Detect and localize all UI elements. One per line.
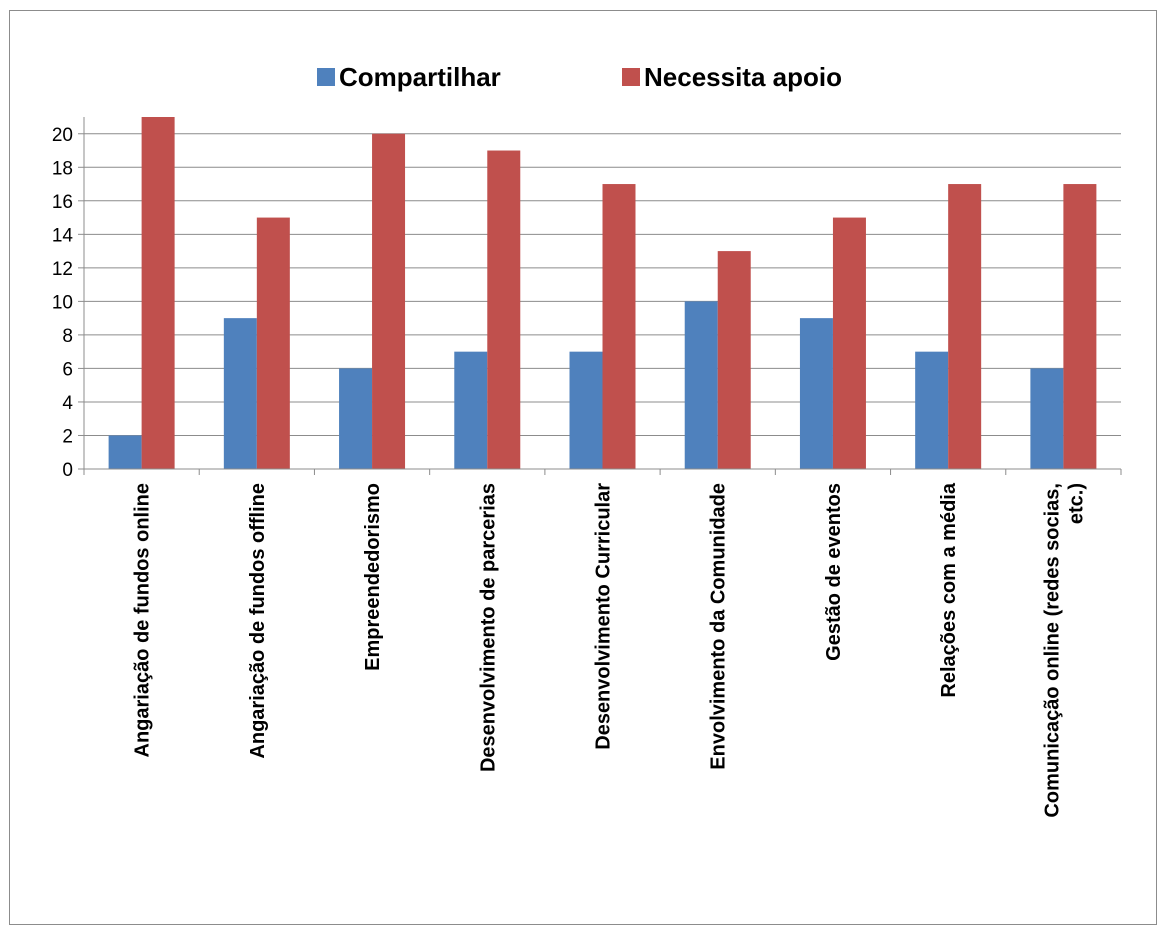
legend-swatch — [317, 68, 335, 86]
y-tick-label: 20 — [52, 125, 73, 146]
y-tick-label: 6 — [62, 359, 73, 380]
x-category-label: Comunicação online (redes socias, etc.) — [1041, 483, 1087, 818]
bar-compartilhar — [915, 352, 948, 469]
bar-necessita-apoio — [718, 251, 751, 469]
y-tick-label: 0 — [62, 460, 73, 481]
bar-compartilhar — [224, 318, 257, 469]
legend-item-necessita-apoio[interactable]: Necessita apoio — [622, 62, 842, 92]
bar-necessita-apoio — [833, 218, 866, 469]
y-tick-label: 8 — [62, 326, 73, 347]
bar-compartilhar — [1030, 368, 1063, 469]
bar-necessita-apoio — [1063, 184, 1096, 469]
bar-necessita-apoio — [603, 184, 636, 469]
y-tick-label: 18 — [52, 158, 73, 179]
bar-necessita-apoio — [948, 184, 981, 469]
y-tick-label: 14 — [52, 225, 74, 246]
bar-compartilhar — [339, 368, 372, 469]
legend[interactable]: Compartilhar Necessita apoio — [317, 62, 842, 92]
x-category-label: Angariação de fundos offline — [247, 483, 269, 759]
bar-necessita-apoio — [257, 218, 290, 469]
y-tick-label: 12 — [52, 259, 73, 280]
y-tick-label: 2 — [62, 426, 73, 447]
x-category-label: Angariação de fundos online — [132, 483, 154, 757]
x-category-label: Empreendedorismo — [362, 483, 384, 671]
x-category-labels: Angariação de fundos online Angariação de… — [132, 482, 1088, 817]
x-category-label: Desenvolvimento Curricular — [593, 483, 615, 750]
bars — [109, 117, 1097, 469]
bar-necessita-apoio — [372, 134, 405, 469]
legend-label: Necessita apoio — [644, 62, 842, 92]
y-tick-label: 4 — [62, 393, 73, 414]
legend-swatch — [622, 68, 640, 86]
y-tick-labels: 0 2 4 6 8 10 12 14 16 18 20 — [52, 125, 74, 481]
bar-compartilhar — [800, 318, 833, 469]
y-tick-label: 16 — [52, 192, 73, 213]
bar-necessita-apoio — [487, 151, 520, 469]
bar-compartilhar — [685, 301, 718, 469]
y-tick-label: 10 — [52, 292, 73, 313]
x-category-label: Envolvimento da Comunidade — [708, 483, 730, 770]
bar-compartilhar — [454, 352, 487, 469]
bar-compartilhar — [570, 352, 603, 469]
x-category-label: Gestão de eventos — [823, 483, 845, 661]
legend-label: Compartilhar — [339, 62, 501, 92]
bar-necessita-apoio — [142, 117, 175, 469]
x-category-label: Desenvolvimento de parcerias — [477, 483, 499, 772]
x-category-label: Relações com a média — [938, 482, 960, 697]
bar-compartilhar — [109, 435, 142, 469]
legend-item-compartilhar[interactable]: Compartilhar — [317, 62, 501, 92]
